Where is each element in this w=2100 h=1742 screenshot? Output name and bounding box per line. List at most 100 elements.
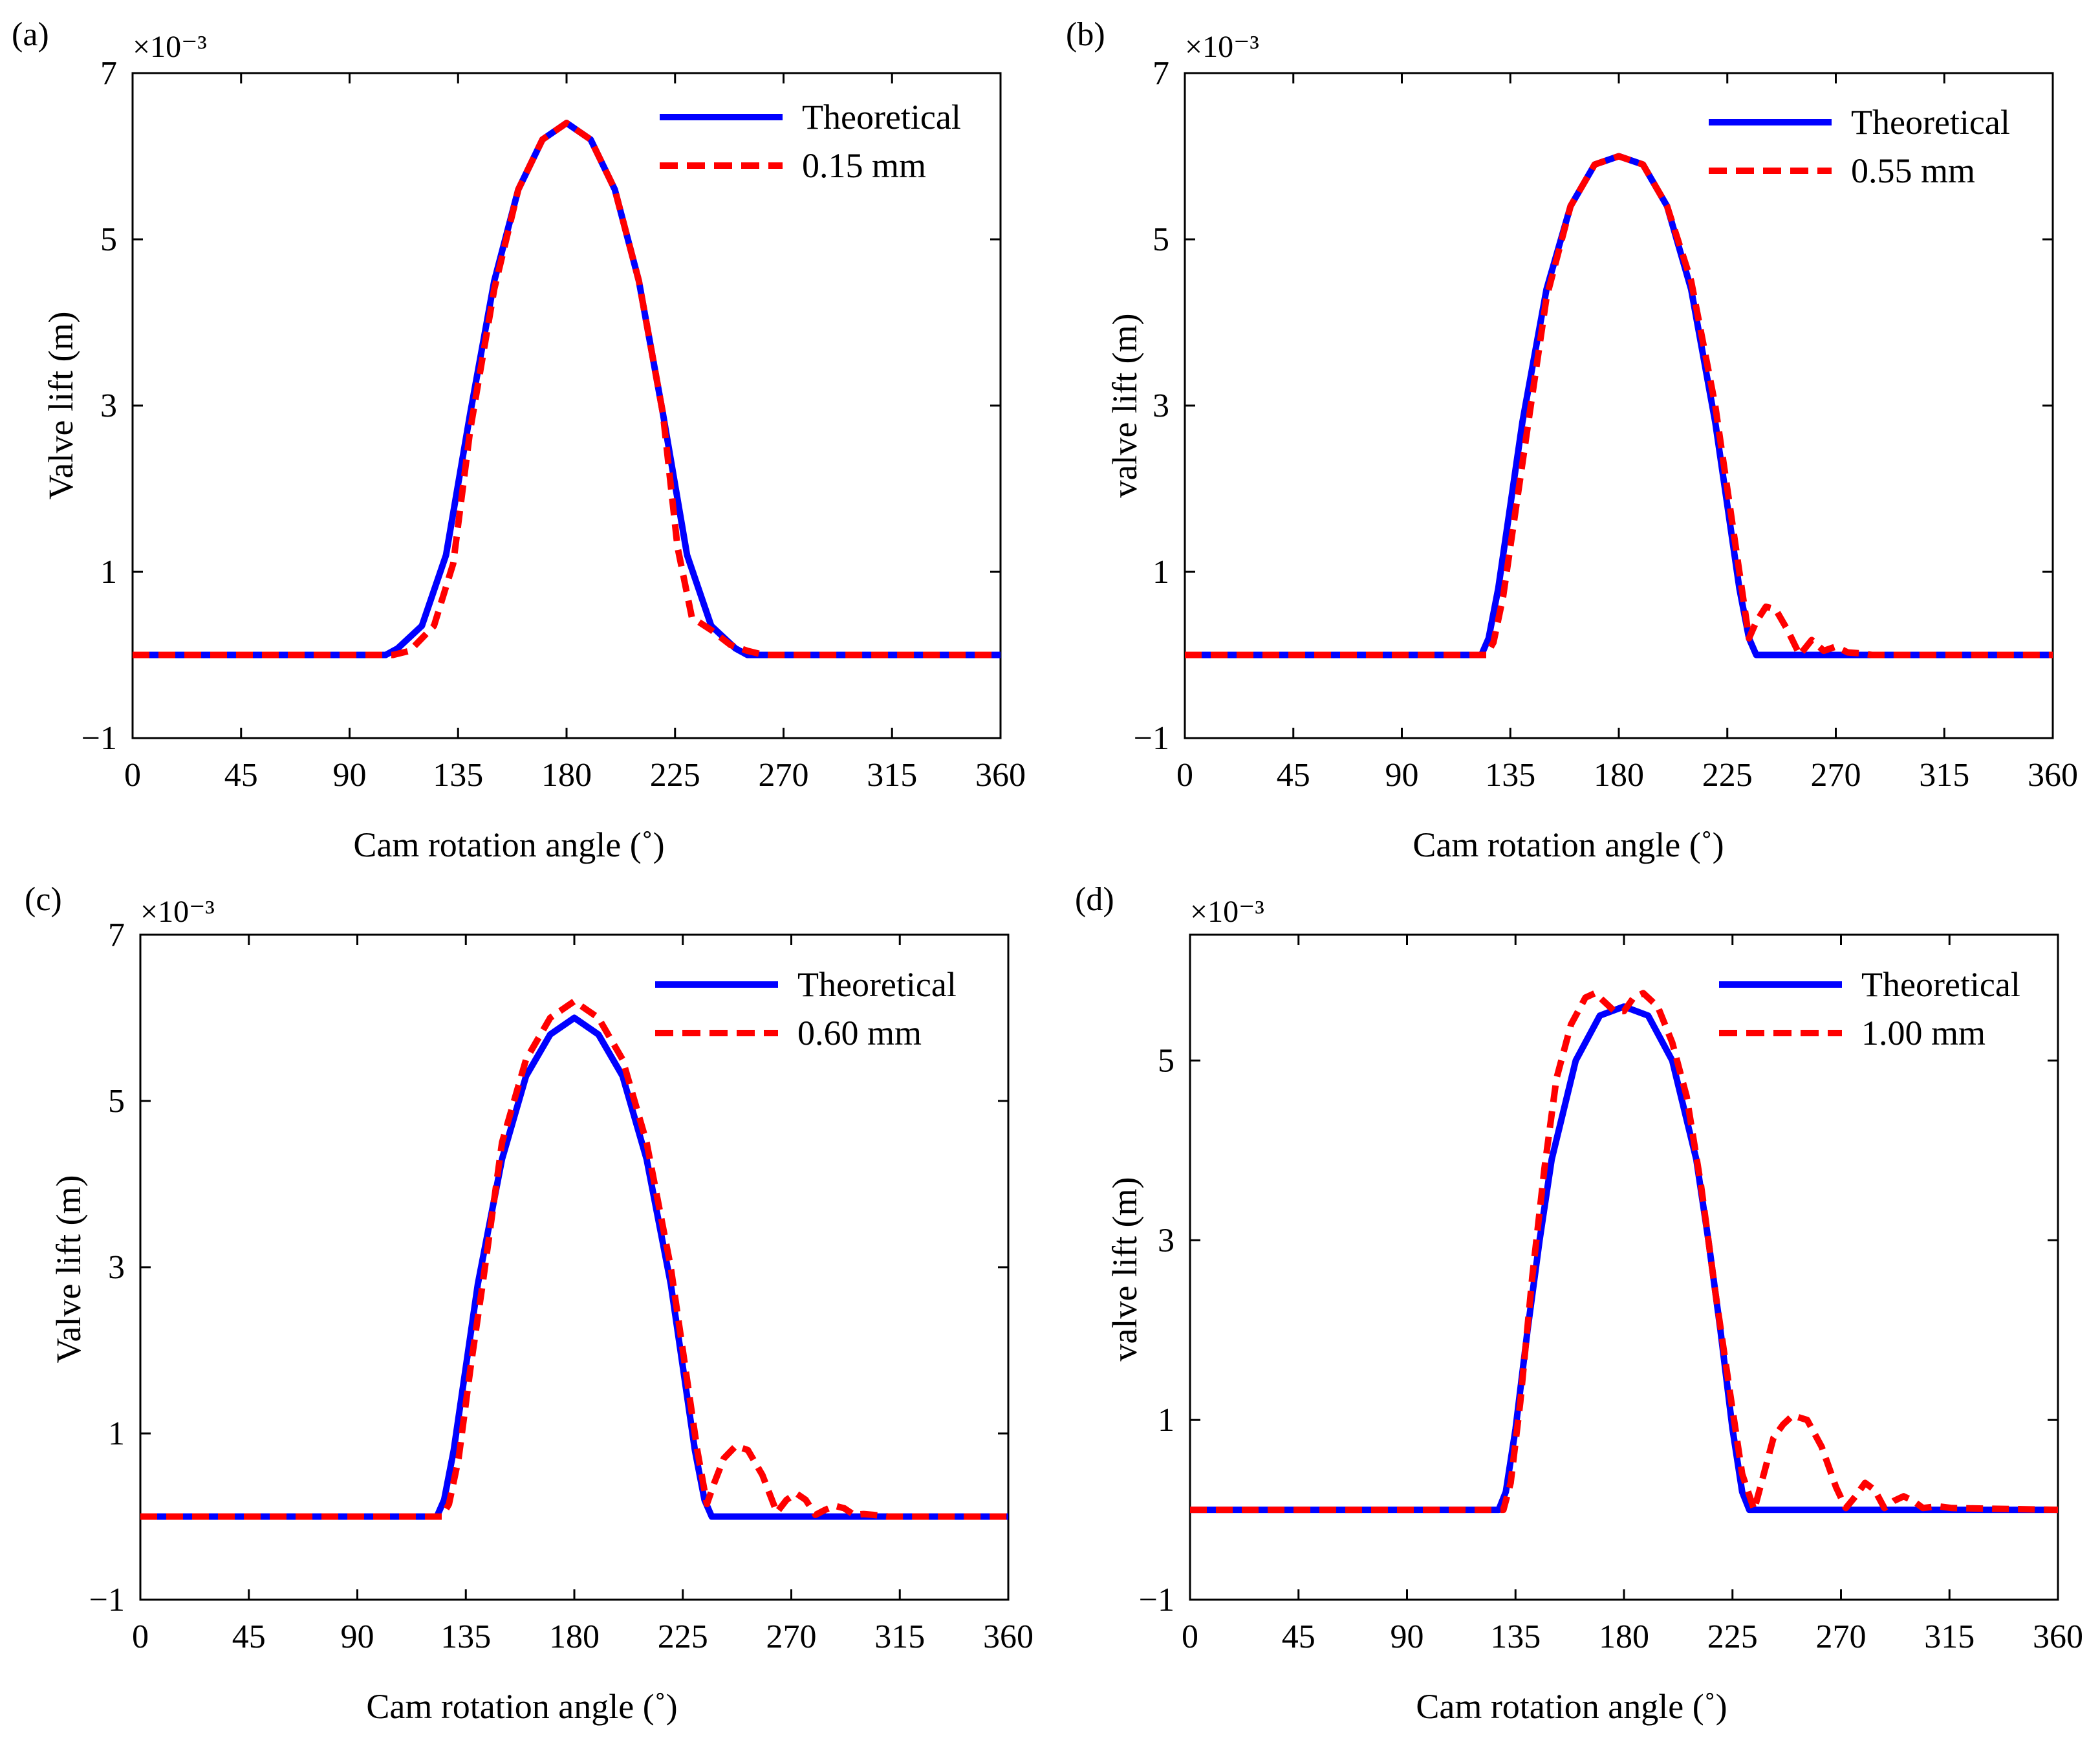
exponent-label: ×10⁻³ [133,30,207,64]
legend-label-theoretical: Theoretical [1861,965,2020,1004]
series-line-measured [1185,153,2053,659]
y-tick-label: 7 [1153,55,1169,92]
x-tick-label: 315 [1919,757,1969,794]
y-axis-label: valve lift (m) [1105,314,1144,498]
x-tick-label: 360 [983,1618,1034,1655]
x-tick-label: 90 [1391,1618,1424,1655]
y-tick-label: −1 [1134,720,1169,757]
panel-b: (b) ×10⁻³ 0 45 90 135 180 225 270 315 360−11357 … [1066,16,2078,864]
y-tick-label: 1 [108,1415,125,1452]
x-tick-label: 270 [1816,1618,1867,1655]
y-tick-label: −1 [1139,1582,1174,1618]
x-tick-label: 180 [549,1618,600,1655]
x-tick-label: 270 [759,757,809,794]
x-tick-label: 90 [341,1618,374,1655]
y-axis-label: Valve lift (m) [49,1175,88,1364]
x-tick-label: 45 [232,1618,266,1655]
series-lines [1190,990,2059,1514]
y-tick-label: 3 [100,387,117,424]
legend-label-theoretical: Theoretical [797,965,957,1004]
panel-label: (d) [1075,881,1114,918]
x-axis-label: Cam rotation angle (˚) [366,1687,677,1726]
legend: Theoretical 0.15 mm [660,98,961,185]
panel-a: (a) ×10⁻³ 0 45 90 135 180 225 270 315 360−11357 … [12,16,1026,864]
y-tick-label: 1 [1158,1402,1174,1439]
series-line-measured [1190,990,2059,1514]
legend-label-measured: 0.60 mm [797,1014,922,1052]
y-tick-label: 5 [108,1083,125,1120]
panel-label: (b) [1066,16,1105,53]
y-tick-label: 3 [1153,387,1169,424]
y-tick-label: 1 [1153,554,1169,591]
axis-ticks [1189,935,2059,1601]
x-tick-label: 0 [132,1618,149,1655]
x-tick-label: 135 [440,1618,491,1655]
legend: Theoretical 0.55 mm [1709,103,2010,190]
panel-c: (c) ×10⁻³ 0 45 90 135 180 225 270 315 360−11357 … [25,881,1034,1726]
x-tick-label: 90 [1385,757,1419,794]
x-tick-label: 45 [1277,757,1310,794]
y-tick-label: 7 [108,917,125,953]
x-tick-label: 0 [124,757,141,794]
x-tick-label: 0 [1176,757,1193,794]
legend-label-measured: 1.00 mm [1861,1014,1986,1052]
y-tick-label: 3 [108,1249,125,1286]
x-tick-label: 180 [1594,757,1644,794]
y-tick-label: 5 [1158,1042,1174,1079]
x-tick-label: 225 [650,757,700,794]
legend-label-measured: 0.15 mm [802,146,926,185]
x-tick-label: 135 [1485,757,1535,794]
exponent-label: ×10⁻³ [140,895,215,929]
y-tick-label: 7 [100,55,117,92]
y-axis-label: Valve lift (m) [41,312,80,500]
legend: Theoretical 1.00 mm [1719,965,2020,1052]
x-tick-label: 315 [867,757,917,794]
x-tick-label: 180 [1599,1618,1649,1655]
x-tick-label: 90 [333,757,367,794]
x-tick-label: 225 [1707,1618,1758,1655]
y-axis-label: valve lift (m) [1105,1177,1144,1362]
y-tick-label: 1 [100,554,117,591]
series-lines [140,997,1008,1520]
x-axis-label: Cam rotation angle (˚) [1416,1687,1727,1726]
x-tick-label: 45 [1282,1618,1315,1655]
y-tick-label: 3 [1158,1222,1174,1259]
y-tick-label: −1 [81,720,117,757]
legend-label-theoretical: Theoretical [1851,103,2010,142]
x-tick-label: 45 [224,757,258,794]
x-tick-label: 315 [874,1618,925,1655]
x-tick-label: 180 [541,757,592,794]
x-tick-label: 225 [658,1618,708,1655]
y-tick-label: −1 [89,1582,125,1618]
axis-ticks [1184,72,2054,739]
x-tick-label: 315 [1924,1618,1975,1655]
panel-label: (c) [25,881,62,918]
legend: Theoretical 0.60 mm [655,965,957,1052]
y-tick-label: 5 [100,221,117,258]
legend-label-theoretical: Theoretical [802,98,961,136]
x-tick-label: 360 [2033,1618,2083,1655]
panel-label: (a) [12,16,49,53]
exponent-label: ×10⁻³ [1185,30,1259,64]
x-axis-label: Cam rotation angle (˚) [353,825,664,864]
axis-ticks [131,72,1002,739]
y-tick-label: 5 [1153,221,1169,258]
x-tick-label: 225 [1702,757,1753,794]
x-tick-label: 135 [433,757,483,794]
series-lines [1185,153,2053,659]
legend-label-measured: 0.55 mm [1851,151,1975,190]
x-tick-label: 360 [975,757,1026,794]
axis-ticks [139,933,1010,1601]
x-tick-label: 0 [1182,1618,1198,1655]
x-tick-label: 135 [1490,1618,1541,1655]
x-tick-label: 270 [766,1618,817,1655]
x-axis-label: Cam rotation angle (˚) [1413,825,1724,864]
exponent-label: ×10⁻³ [1190,895,1264,929]
